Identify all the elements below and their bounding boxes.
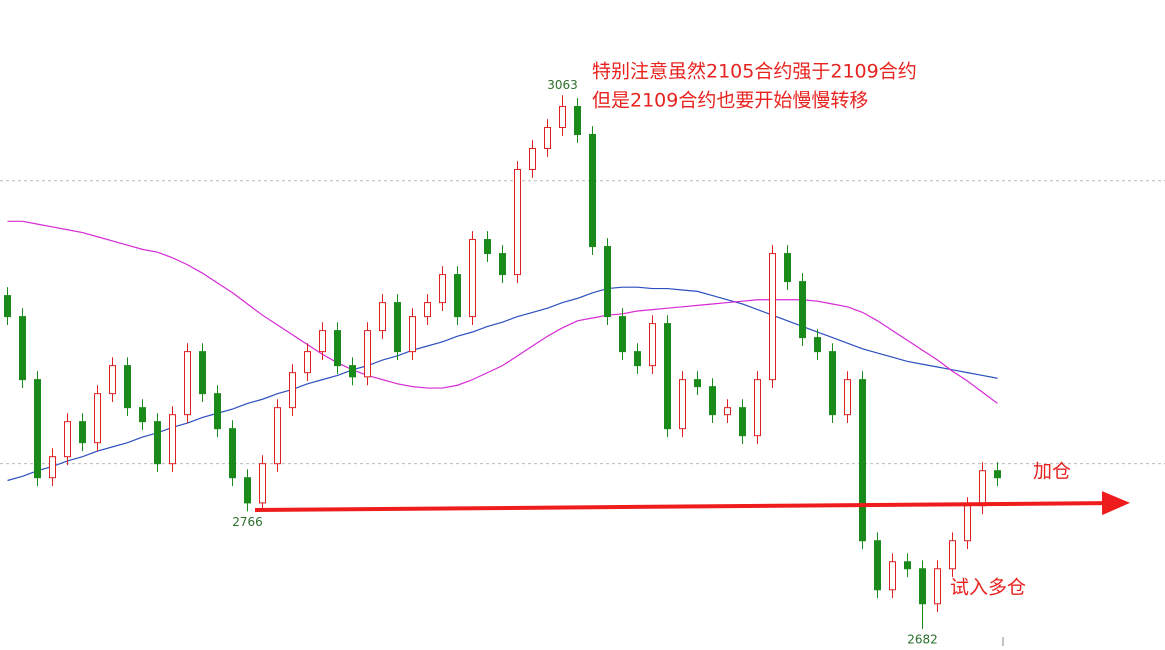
candle-body [694,379,701,388]
candle-body [169,414,176,465]
annotation: 加仓 [1033,461,1071,483]
candle-body [889,561,896,591]
candle-body [799,281,806,339]
candle-body [424,302,431,318]
candle-body [4,295,11,318]
candle-body [19,316,26,381]
candle-body [994,470,1001,479]
candle-body [124,365,131,409]
candle-body [559,105,566,128]
candle-body [544,126,551,149]
candle-body [244,477,251,504]
price-label: 2766 [232,515,263,529]
candle-body [199,351,206,395]
candle-body [874,540,881,591]
candle-body [469,239,476,318]
candle-body [949,540,956,570]
candle-body [214,393,221,430]
candle-body [499,253,506,276]
candle-body [454,274,461,318]
candle-body [919,568,926,605]
candle-body [754,379,761,437]
candle-body [709,386,716,416]
candle-body [274,407,281,465]
candle-body [289,372,296,409]
candle-body [784,253,791,283]
candle-body [379,302,386,332]
candle-body [904,561,911,570]
candle-body [229,428,236,479]
candle-body [34,379,41,479]
candle-body [319,330,326,353]
candle-body [679,379,686,430]
candle-body [514,169,521,276]
candle-body [979,470,986,507]
candle-body [349,365,356,378]
candle-body [64,421,71,458]
candle-body [154,421,161,465]
candle-body [724,407,731,416]
candle-body [364,330,371,378]
candle-body [409,316,416,353]
candle-body [769,253,776,381]
trend-arrow [254,491,1130,516]
candle-body [139,407,146,423]
annotation: 特别注意虽然2105合约强于2109合约 [592,61,917,83]
candle-body [964,505,971,542]
candle-body [259,463,266,504]
moving-average [7,220,998,404]
candle-body [859,379,866,542]
candle-body [529,147,536,171]
candle-body [634,351,641,367]
price-label: 3063 [547,78,578,92]
candle-body [439,274,446,304]
candle-body [304,351,311,374]
candle-body [814,337,821,353]
candle-body [184,351,191,416]
candle-body [604,246,611,318]
candle-body [484,239,491,255]
annotation: 但是2109合约也要开始慢慢转移 [592,90,868,112]
candle-body [739,407,746,437]
candle-body [574,105,581,135]
candle-body [394,302,401,353]
candle-body [829,351,836,416]
candle-body [109,365,116,395]
price-label: 2682 [907,632,938,646]
candle-body [649,323,656,367]
candle-body [664,323,671,430]
candle-body [334,330,341,367]
candle-body [79,421,86,444]
candle-body [94,393,101,444]
candle-body [619,316,626,353]
candle-body [934,568,941,605]
candle-body [844,379,851,416]
annotation: 试入多仓 [950,577,1026,599]
candle-body [589,133,596,248]
candle-body [49,456,56,479]
